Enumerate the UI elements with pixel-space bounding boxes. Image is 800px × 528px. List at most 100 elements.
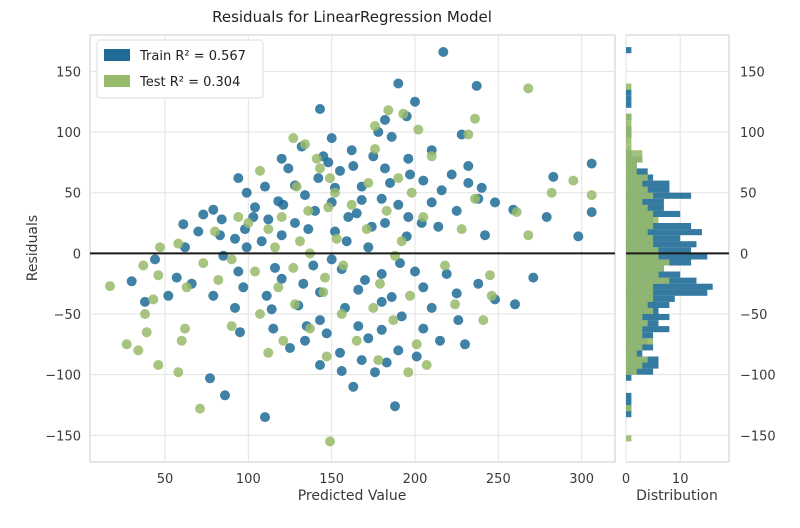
test-distribution-bar [626,295,654,302]
test-point [138,260,149,271]
train-distribution-bar [626,314,670,321]
train-point [230,233,240,244]
test-point [346,199,357,210]
train-point [235,327,245,338]
test-point [363,178,374,188]
train-point [411,351,422,362]
test-point [270,242,280,253]
test-point [133,345,144,356]
test-point [311,153,322,164]
test-distribution-bar [626,119,632,126]
test-point [321,351,332,362]
test-point [411,339,422,350]
test-point [210,226,220,237]
train-point [290,218,300,228]
test-point [300,139,310,150]
test-distribution-bar [626,289,654,296]
test-point [523,83,534,94]
test-point [586,190,597,201]
test-distribution-bar [626,174,648,181]
test-point [276,212,287,222]
test-distribution-bar [626,132,632,139]
test-distribution-bar [626,241,654,248]
distribution-y-tick-label: 50 [740,187,757,202]
test-distribution-bar [626,350,637,357]
main-plot-area: 50 100 150 200 250 300 150 100 50 0 −50 −100 −150 [45,34,616,487]
test-point [255,309,265,319]
train-point [321,328,332,339]
train-point [376,193,387,204]
test-distribution-bar [626,253,659,260]
test-point [243,218,254,228]
test-point [396,236,407,247]
test-point [373,355,384,366]
train-point [335,347,345,358]
train-distribution-bar [626,229,702,236]
train-point [315,315,325,326]
x-tick-label: 250 [486,472,511,487]
train-point [376,324,387,335]
train-point [260,181,270,192]
train-point [363,333,374,344]
test-point [303,205,314,216]
legend-test-label: Test R² = 0.304 [139,75,240,90]
test-distribution-bar [626,356,648,363]
test-point [325,173,335,184]
train-point [405,169,415,180]
legend-box [96,39,264,99]
train-point [263,214,274,225]
test-distribution-bar [626,223,654,230]
test-distribution-bar [626,307,654,314]
train-point [403,153,414,164]
train-distribution-bar [626,223,692,230]
train-distribution-bar [626,241,697,248]
train-point [126,276,137,287]
test-distribution-bar [626,338,654,345]
test-point [546,187,557,198]
train-point [473,278,484,289]
test-distribution-bar [626,156,643,163]
train-distribution-bar [626,101,632,108]
test-point [463,129,474,140]
test-point [485,270,495,281]
test-point [105,281,115,292]
train-point [323,157,334,168]
y-tick-label: 100 [56,126,81,141]
train-point [315,104,325,114]
distribution-plot-area: 0 10 150 100 50 0 −50 −100 −150 [622,34,776,487]
train-point [270,262,280,273]
test-point [370,121,380,131]
y-tick-label: 150 [56,65,81,80]
train-point [586,207,597,218]
test-point [381,205,392,216]
test-point [288,262,299,273]
test-point [226,254,237,265]
train-point [403,212,414,222]
test-distribution-bar [626,332,643,339]
train-point [463,161,474,171]
train-distribution-bar [626,89,632,96]
test-distribution-bar [626,326,643,333]
train-distribution-bar [626,192,692,199]
train-point [356,355,367,366]
train-point [205,373,215,384]
train-point [336,366,347,376]
train-point [348,381,359,392]
test-point [226,321,237,332]
distribution-y-tick-label: −50 [740,308,767,323]
test-point [421,360,432,370]
train-point [446,169,457,180]
train-point [396,311,407,322]
train-distribution-bar [626,95,632,102]
train-point [233,173,244,184]
test-distribution-bar [626,247,659,254]
train-distribution-bar [626,368,654,375]
y-tick-labels: 150 100 50 0 −50 −100 −150 [45,65,81,444]
test-point [406,187,417,198]
test-point [295,236,305,247]
train-point [418,282,429,293]
test-distribution-bar [626,186,648,193]
test-point [291,181,302,192]
test-point [478,315,489,326]
